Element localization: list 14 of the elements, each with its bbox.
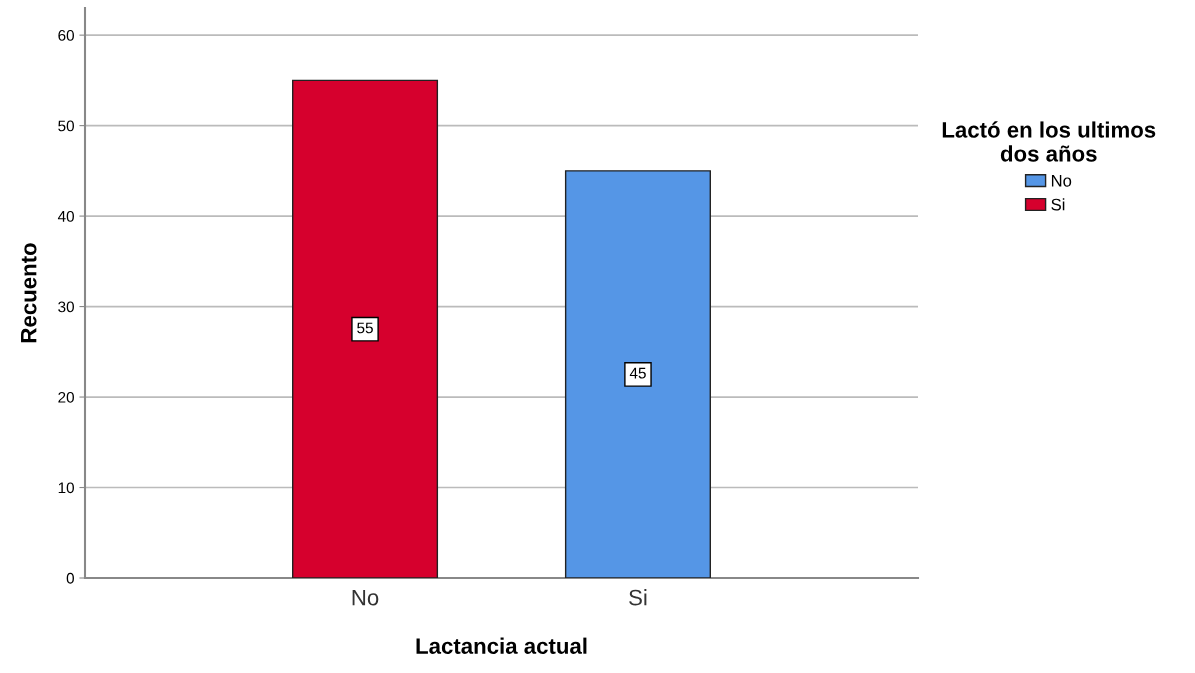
data-label: 55 [357,322,373,334]
y-tick-label: 10 [58,482,74,494]
x-axis-title: Lactancia actual [416,637,587,654]
y-tick-label: 40 [57,210,74,222]
legend-label: No [1051,175,1072,187]
y-tick-label: 0 [66,572,74,584]
y-axis-title: Recuento [21,243,37,343]
y-tick-label: 50 [58,120,74,132]
legend-label: Si [1051,198,1065,211]
y-tick-label: 60 [58,30,74,41]
y-tick-label: 20 [58,391,74,403]
data-label: 45 [629,367,646,379]
y-tick-label: 30 [58,301,74,313]
legend-title: Lactó en los ultimos dos años [942,121,1156,162]
